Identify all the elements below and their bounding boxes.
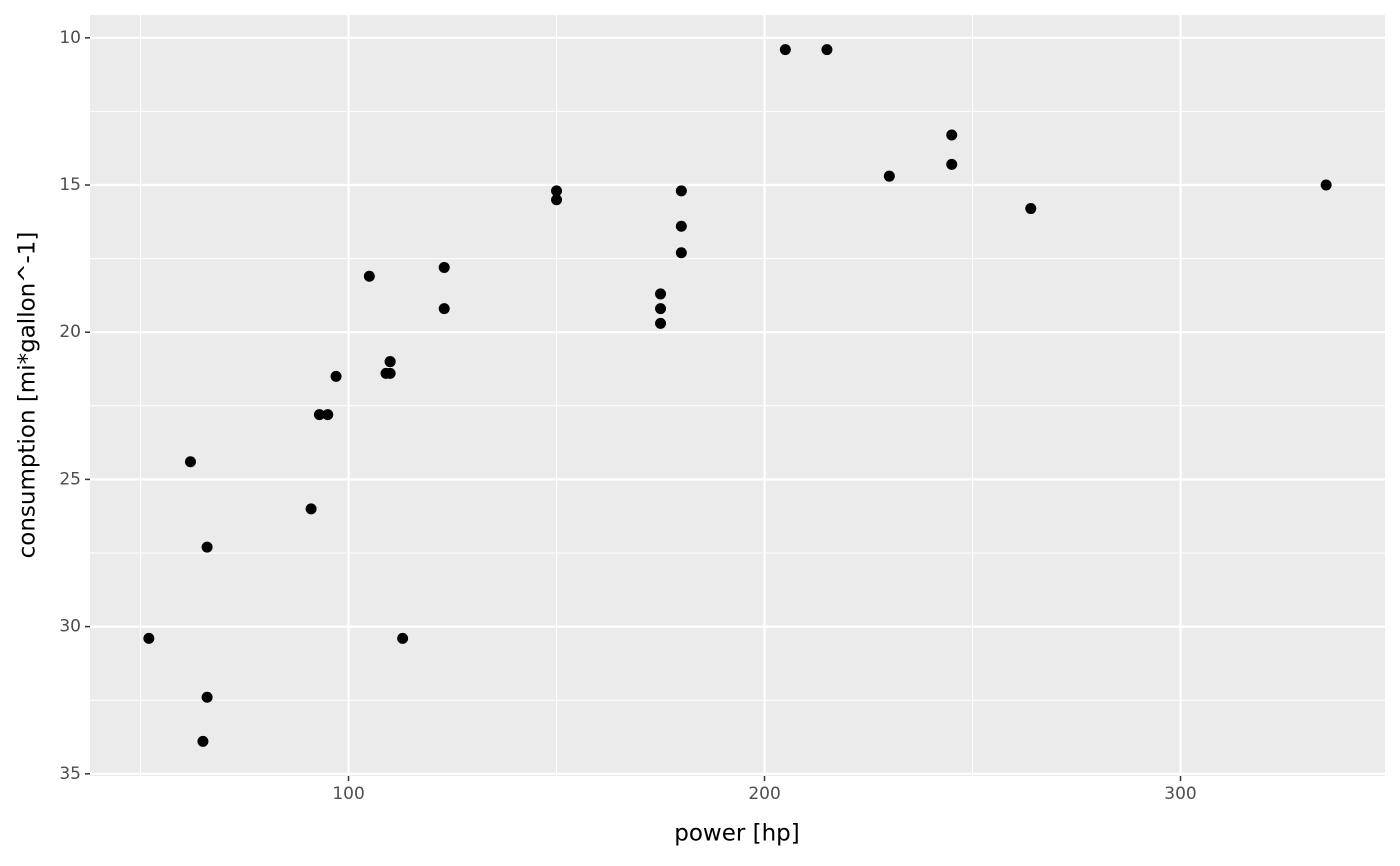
- point: [313, 409, 325, 421]
- point: [551, 185, 563, 197]
- y-tick-label: 20: [59, 322, 81, 342]
- y-tick-label: 25: [59, 469, 81, 489]
- point: [305, 503, 317, 515]
- point: [397, 632, 409, 644]
- x-axis-title: power [hp]: [674, 821, 800, 847]
- y-tick-label: 30: [59, 617, 81, 637]
- point: [1025, 203, 1037, 215]
- point: [363, 270, 375, 282]
- y-tick-label: 10: [59, 28, 81, 48]
- point: [197, 735, 209, 747]
- point: [201, 541, 213, 553]
- point: [330, 370, 342, 382]
- x-tick-label: 200: [748, 784, 780, 804]
- panel: [90, 15, 1385, 776]
- point: [551, 194, 563, 206]
- point: [438, 261, 450, 273]
- y-tick-label: 15: [59, 175, 81, 195]
- y-tick-label: 35: [59, 764, 81, 784]
- point: [675, 185, 687, 197]
- point: [438, 303, 450, 315]
- point: [655, 317, 667, 329]
- point: [1320, 179, 1332, 191]
- x-tick-label: 300: [1164, 784, 1196, 804]
- point: [883, 170, 895, 182]
- point: [655, 288, 667, 300]
- point: [143, 632, 155, 644]
- point: [201, 691, 213, 703]
- point: [821, 44, 833, 56]
- point: [675, 247, 687, 259]
- point: [946, 129, 958, 141]
- x-tick-label: 100: [332, 784, 364, 804]
- point: [322, 409, 334, 421]
- point: [380, 367, 392, 379]
- point: [946, 158, 958, 170]
- point: [184, 456, 196, 468]
- point: [384, 356, 396, 368]
- point: [655, 303, 667, 315]
- y-axis-title: consumption [mi*gallon^-1]: [15, 232, 41, 559]
- point: [675, 220, 687, 232]
- point: [779, 44, 791, 56]
